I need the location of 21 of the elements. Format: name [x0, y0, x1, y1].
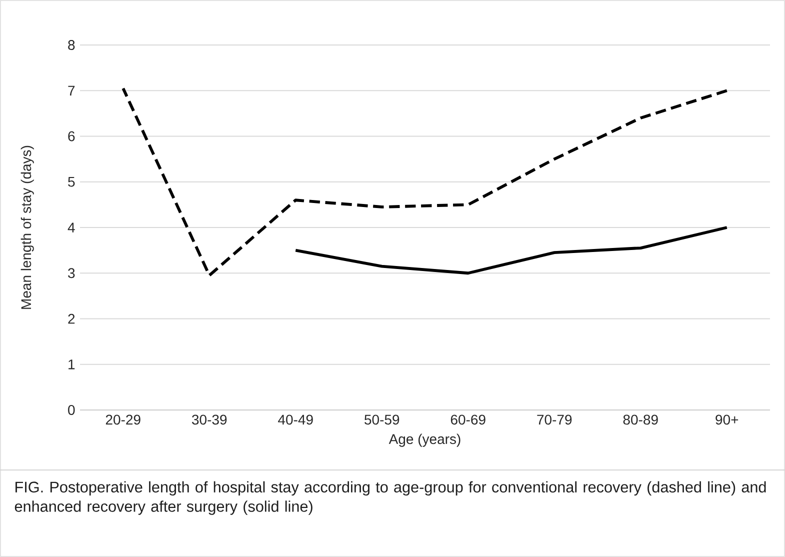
- line-series: [294, 226, 728, 275]
- x-tick-label: 70-79: [537, 414, 572, 425]
- x-tick-label: 80-89: [623, 414, 658, 425]
- x-tick-label: 50-59: [364, 414, 400, 425]
- y-tick-label: 1: [68, 360, 75, 370]
- y-tick-label: 6: [68, 131, 75, 142]
- y-tick-label: 4: [68, 222, 75, 232]
- text: FIG. Postoperative length of hospital stay according to age-group for conventional recovery (dashed line) and enhanced recovery after surgery (solid line): [14, 481, 766, 515]
- y-tick-label: 7: [68, 86, 75, 96]
- x-tick-label: 30-39: [192, 414, 227, 425]
- y-tick-label: 2: [68, 314, 75, 324]
- y-tick-label: 8: [68, 40, 75, 50]
- y-tick-label: 5: [68, 177, 75, 187]
- y-tick-label: 0: [68, 405, 75, 415]
- x-tick-label: 20-29: [106, 414, 140, 425]
- x-tick-label: 40-49: [278, 414, 313, 425]
- x-tick-label: 90+: [716, 414, 738, 425]
- x-tick-label: 60-69: [450, 414, 486, 425]
- y-axis-title: Mean length of stay (days): [20, 146, 34, 309]
- y-tick-label: 3: [68, 268, 75, 278]
- x-axis-title: Age (years): [388, 434, 460, 447]
